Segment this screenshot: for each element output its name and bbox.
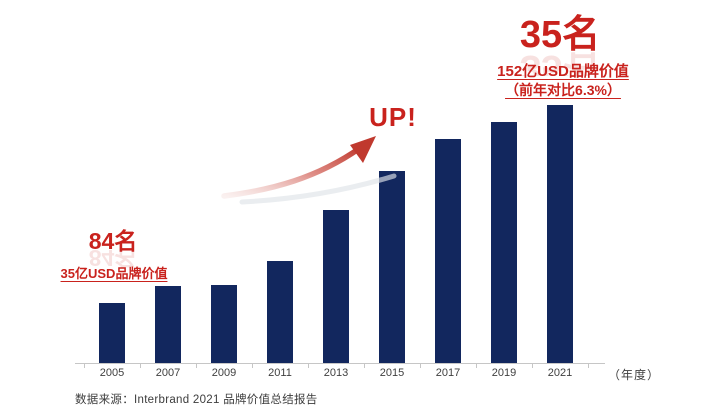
x-axis-tick — [252, 363, 253, 368]
bar-2019 — [491, 122, 517, 363]
bar-2021 — [547, 105, 573, 363]
value-2021-callout: 152亿USD品牌价值 （前年对比6.3%） — [483, 62, 643, 100]
x-axis-tick — [196, 363, 197, 368]
value-2005-text: 35亿USD品牌价值 — [60, 266, 168, 281]
bar-2007 — [155, 286, 181, 363]
x-tick-label-2017: 2017 — [435, 367, 461, 379]
rank-2005-text: 84名 — [88, 228, 138, 254]
rank-2005-callout: 84名 84名 — [63, 228, 163, 268]
bar-2011 — [267, 261, 293, 363]
x-axis-tick — [588, 363, 589, 368]
x-axis-tick — [532, 363, 533, 368]
x-axis-tick — [476, 363, 477, 368]
bar-2009 — [211, 285, 237, 363]
x-axis-tick — [84, 363, 85, 368]
plot-area — [75, 91, 605, 363]
data-source-note: 数据来源：Interbrand 2021 品牌价值总结报告 — [75, 394, 318, 406]
rank-2021-text: 35名 — [519, 14, 601, 56]
arrow-shadow-swoosh — [239, 173, 397, 205]
x-tick-label-2005: 2005 — [99, 367, 125, 379]
x-axis-tick — [420, 363, 421, 368]
x-axis-labels: 2005 2007 2009 2011 2013 2015 2017 2019 2021 — [75, 367, 605, 381]
trend-arrow-svg — [221, 136, 397, 205]
x-axis-unit-label: （年度） — [608, 368, 661, 382]
bar-2015 — [379, 171, 405, 363]
x-axis-line — [75, 363, 605, 364]
value-2005-callout: 35亿USD品牌价值 — [34, 263, 194, 282]
bar-2017 — [435, 139, 461, 363]
arrow-head — [350, 136, 376, 163]
x-axis-tick — [308, 363, 309, 368]
x-tick-label-2007: 2007 — [155, 367, 181, 379]
x-tick-label-2015: 2015 — [379, 367, 405, 379]
value-2021-line1: 152亿USD品牌价值 — [497, 63, 629, 80]
x-axis-tick — [364, 363, 365, 368]
x-tick-label-2021: 2021 — [547, 367, 573, 379]
x-tick-label-2013: 2013 — [323, 367, 349, 379]
trend-arrow — [212, 130, 402, 208]
x-tick-label-2011: 2011 — [268, 367, 292, 379]
arrow-curve — [221, 145, 363, 199]
bar-2005 — [99, 303, 125, 363]
up-label: UP! — [369, 102, 417, 132]
x-tick-label-2019: 2019 — [491, 367, 517, 379]
x-tick-label-2009: 2009 — [211, 367, 237, 379]
x-axis-tick — [140, 363, 141, 368]
value-2021-line2: （前年对比6.3%） — [505, 82, 621, 98]
bar-2013 — [323, 210, 349, 363]
rank-2021-callout: 35名 35名 — [505, 14, 615, 76]
